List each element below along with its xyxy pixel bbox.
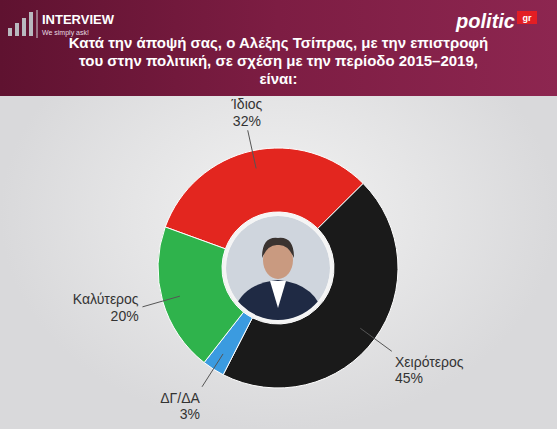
source-logo-box — [517, 11, 537, 24]
header-band — [0, 0, 557, 96]
slice-label: Ίδιος — [230, 96, 262, 112]
brand-name: INTERVIEW — [42, 12, 115, 27]
chart-title-line: του στην πολιτική, σε σχέση με την περίο… — [79, 52, 478, 69]
logo-bar — [15, 23, 19, 36]
slice-label: Καλύτερος — [73, 291, 139, 307]
photo-shirt — [270, 281, 286, 308]
logo-divider — [37, 10, 38, 38]
chart-title-line: είναι: — [259, 70, 297, 87]
slice-value-label: 45% — [395, 370, 423, 386]
donut: Ίδιος32% Χειρότερος45% ΔΓ/ΔΑ3% Καλύτερος20% — [73, 96, 464, 422]
chart-svg: INTERVIEWWe simply ask!grpoliticΚατά την… — [0, 0, 557, 429]
background — [0, 0, 557, 429]
slice-value-label: 32% — [233, 113, 261, 129]
slice-label: ΔΓ/ΔΑ — [160, 390, 200, 406]
logo-bar — [29, 12, 33, 36]
photo-ring — [223, 213, 333, 323]
leader-line — [248, 130, 256, 168]
center-photo — [223, 213, 333, 323]
leader-line — [360, 328, 391, 351]
slice-label: Χειρότερος — [395, 354, 464, 370]
slice-value-label: 20% — [111, 308, 139, 324]
photo-hair — [262, 238, 294, 258]
leader-line — [202, 354, 223, 387]
logo-bar — [22, 18, 26, 36]
source-logo-suffix: gr — [523, 13, 532, 23]
photo-shoulders — [230, 280, 326, 328]
logo-bar — [8, 28, 12, 36]
chart-title: Κατά την άποψή σας, ο Αλέξης Τσίπρας, με… — [69, 34, 488, 87]
donut-slice — [223, 183, 398, 388]
leader-line — [142, 296, 179, 307]
slice-value-label: 3% — [180, 406, 200, 422]
logo-icon — [8, 12, 33, 36]
chart-title-line: Κατά την άποψή σας, ο Αλέξης Τσίπρας, με… — [69, 34, 488, 51]
photo-figure — [226, 216, 330, 328]
source-logo: politic — [455, 10, 515, 32]
